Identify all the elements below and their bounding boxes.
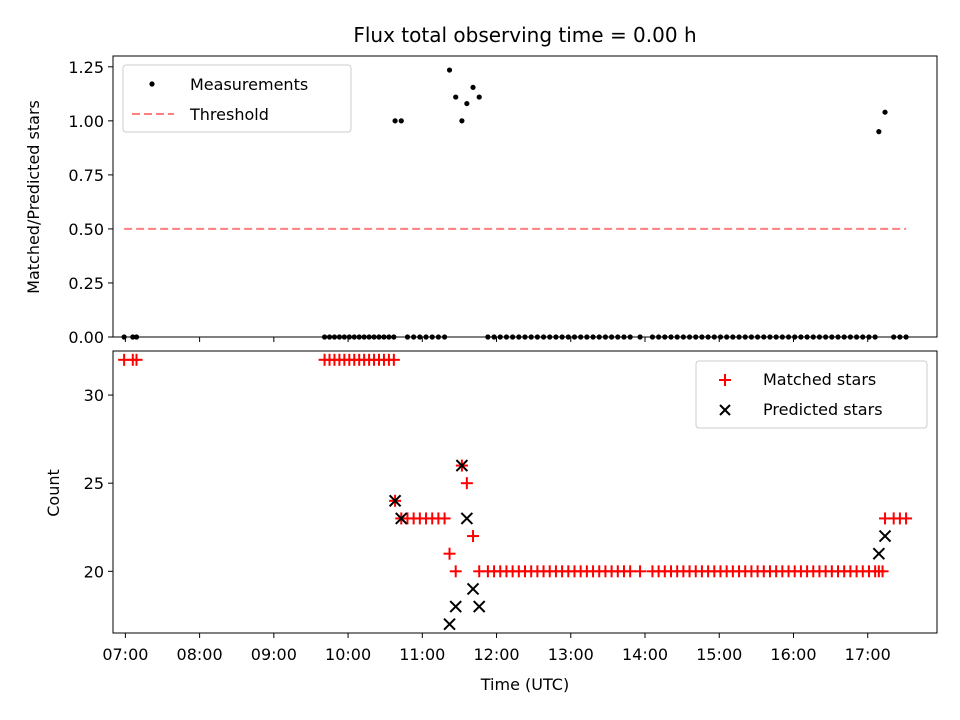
top-y-axis-label: Matched/Predicted stars	[24, 100, 43, 294]
matched-point	[387, 353, 400, 366]
legend-threshold-label: Threshold	[189, 105, 269, 124]
top-plot-frame	[112, 55, 938, 338]
legend-measurements-marker	[149, 81, 155, 87]
top-xticks	[124, 337, 869, 342]
top-ytick-label: 0.00	[68, 328, 104, 347]
matched-point	[634, 565, 647, 578]
measurement-point	[446, 67, 453, 73]
bottom-yticks: 20 25 30	[84, 386, 113, 581]
bottom-panel: 20 25 30 07:00 08:00 09:00 10:00 11:00 12:00 13:…	[44, 350, 938, 694]
bottom-ytick-label: 20	[84, 562, 104, 581]
matched-point	[443, 547, 456, 560]
measurement-point	[392, 118, 398, 124]
legend-matched-marker	[719, 374, 731, 386]
top-yticks: 0.00 0.25 0.50 0.75 1.00 1.25	[68, 58, 113, 347]
bottom-xtick-label: 07:00	[102, 645, 148, 664]
matched-point	[900, 512, 913, 525]
matched-point	[467, 530, 480, 543]
bottom-ytick-label: 30	[84, 386, 104, 405]
legend-predicted-label: Predicted stars	[763, 400, 883, 419]
predicted-point	[460, 512, 474, 525]
bottom-xticks: 07:00 08:00 09:00 10:00 11:00 12:00 13:00 14:00…	[102, 633, 891, 664]
measurement-point	[398, 118, 404, 124]
predicted-point	[473, 600, 486, 613]
top-legend: Measurements Threshold	[122, 64, 352, 133]
bottom-xtick-label: 09:00	[251, 645, 297, 664]
measurement-point	[476, 94, 482, 100]
bottom-xtick-label: 14:00	[622, 645, 668, 664]
bottom-xtick-label: 08:00	[177, 645, 223, 664]
matched-point	[438, 512, 451, 525]
top-ytick-label: 1.00	[68, 112, 104, 131]
top-ytick-label: 0.50	[68, 220, 104, 239]
measurement-point	[876, 129, 882, 135]
bottom-plot-frame	[112, 350, 938, 634]
bottom-xtick-label: 13:00	[548, 645, 594, 664]
matched-point	[130, 353, 143, 366]
measurement-point	[464, 100, 470, 107]
bottom-xtick-label: 10:00	[325, 645, 371, 664]
measurement-point	[453, 94, 459, 100]
bottom-xtick-label: 11:00	[399, 645, 445, 664]
measurement-point	[882, 109, 888, 115]
bottom-xtick-label: 12:00	[473, 645, 519, 664]
top-legend-box	[122, 64, 352, 133]
bottom-xtick-label: 15:00	[696, 645, 742, 664]
legend-matched-label: Matched stars	[763, 370, 876, 389]
bottom-legend: Matched stars Predicted stars	[695, 360, 928, 429]
matched-point	[460, 477, 473, 490]
legend-predicted-marker	[719, 404, 731, 416]
predicted-point	[443, 617, 456, 631]
predicted-point	[872, 547, 886, 560]
predicted-point	[455, 459, 469, 472]
bottom-xtick-label: 17:00	[845, 645, 891, 664]
bottom-xtick-label: 16:00	[770, 645, 816, 664]
chart-title: Flux total observing time = 0.00 h	[353, 23, 696, 47]
top-ytick-label: 1.25	[68, 58, 104, 77]
predicted-point	[395, 512, 408, 525]
predicted-point	[388, 494, 402, 508]
bottom-predicted-layer	[388, 459, 892, 631]
predicted-point	[466, 582, 480, 596]
bottom-matched-layer	[118, 353, 913, 578]
predicted-point	[878, 529, 892, 543]
predicted-point	[449, 600, 462, 613]
bottom-legend-box	[695, 360, 928, 429]
x-axis-label: Time (UTC)	[480, 675, 569, 694]
measurement-point	[459, 118, 465, 124]
bottom-ytick-label: 25	[84, 474, 104, 493]
bottom-y-axis-label: Count	[44, 469, 63, 517]
top-ytick-label: 0.75	[68, 166, 104, 185]
legend-measurements-label: Measurements	[190, 75, 308, 94]
measurement-point	[470, 84, 476, 90]
top-panel: 0.00 0.25 0.50 0.75 1.00 1.25 Matched/Predict…	[24, 55, 938, 347]
matched-point	[876, 565, 889, 578]
top-ytick-label: 0.25	[68, 274, 104, 293]
matched-point	[449, 565, 462, 578]
